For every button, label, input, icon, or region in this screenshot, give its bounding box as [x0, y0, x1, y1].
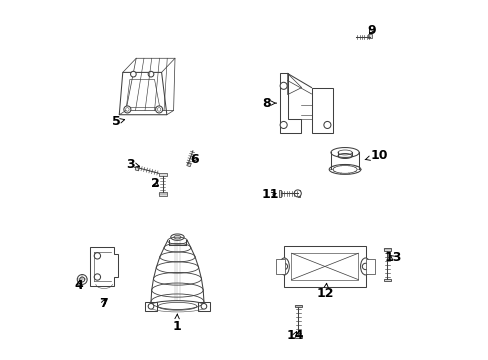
Circle shape	[157, 108, 161, 111]
Text: 4: 4	[74, 279, 83, 292]
Circle shape	[281, 263, 287, 270]
Circle shape	[94, 253, 101, 259]
Circle shape	[362, 263, 368, 270]
Ellipse shape	[360, 258, 370, 275]
Bar	[294, 335, 301, 338]
Bar	[159, 173, 166, 176]
Bar	[383, 279, 390, 281]
Bar	[275, 259, 285, 274]
Circle shape	[94, 274, 101, 280]
Circle shape	[77, 275, 87, 284]
Bar	[291, 253, 358, 280]
Bar	[135, 167, 139, 171]
Bar	[294, 305, 301, 307]
Bar	[284, 246, 365, 287]
Circle shape	[294, 190, 301, 197]
Bar	[186, 162, 191, 167]
Bar	[365, 259, 375, 274]
Circle shape	[323, 121, 330, 129]
Circle shape	[155, 106, 163, 113]
Text: 5: 5	[112, 115, 124, 128]
Circle shape	[80, 277, 84, 282]
Text: 7: 7	[99, 297, 107, 310]
Text: 6: 6	[190, 153, 198, 166]
Bar	[297, 190, 299, 197]
Text: 2: 2	[151, 177, 160, 190]
Bar	[159, 192, 166, 196]
Circle shape	[280, 82, 286, 89]
Text: 3: 3	[126, 158, 139, 171]
Text: 9: 9	[366, 23, 375, 37]
Circle shape	[123, 106, 131, 113]
Circle shape	[148, 71, 154, 77]
Bar	[367, 34, 371, 38]
Ellipse shape	[279, 258, 289, 275]
Text: 1: 1	[172, 314, 181, 333]
Circle shape	[130, 71, 136, 77]
Circle shape	[201, 303, 206, 309]
Text: 10: 10	[364, 149, 387, 162]
Text: 12: 12	[316, 283, 334, 300]
Text: 13: 13	[384, 251, 401, 264]
Text: 11: 11	[261, 188, 278, 201]
Bar	[383, 248, 390, 251]
Bar	[278, 190, 280, 197]
Circle shape	[125, 108, 129, 111]
Circle shape	[280, 121, 286, 129]
Text: 14: 14	[285, 329, 303, 342]
Circle shape	[148, 303, 154, 309]
Text: 8: 8	[262, 96, 276, 109]
